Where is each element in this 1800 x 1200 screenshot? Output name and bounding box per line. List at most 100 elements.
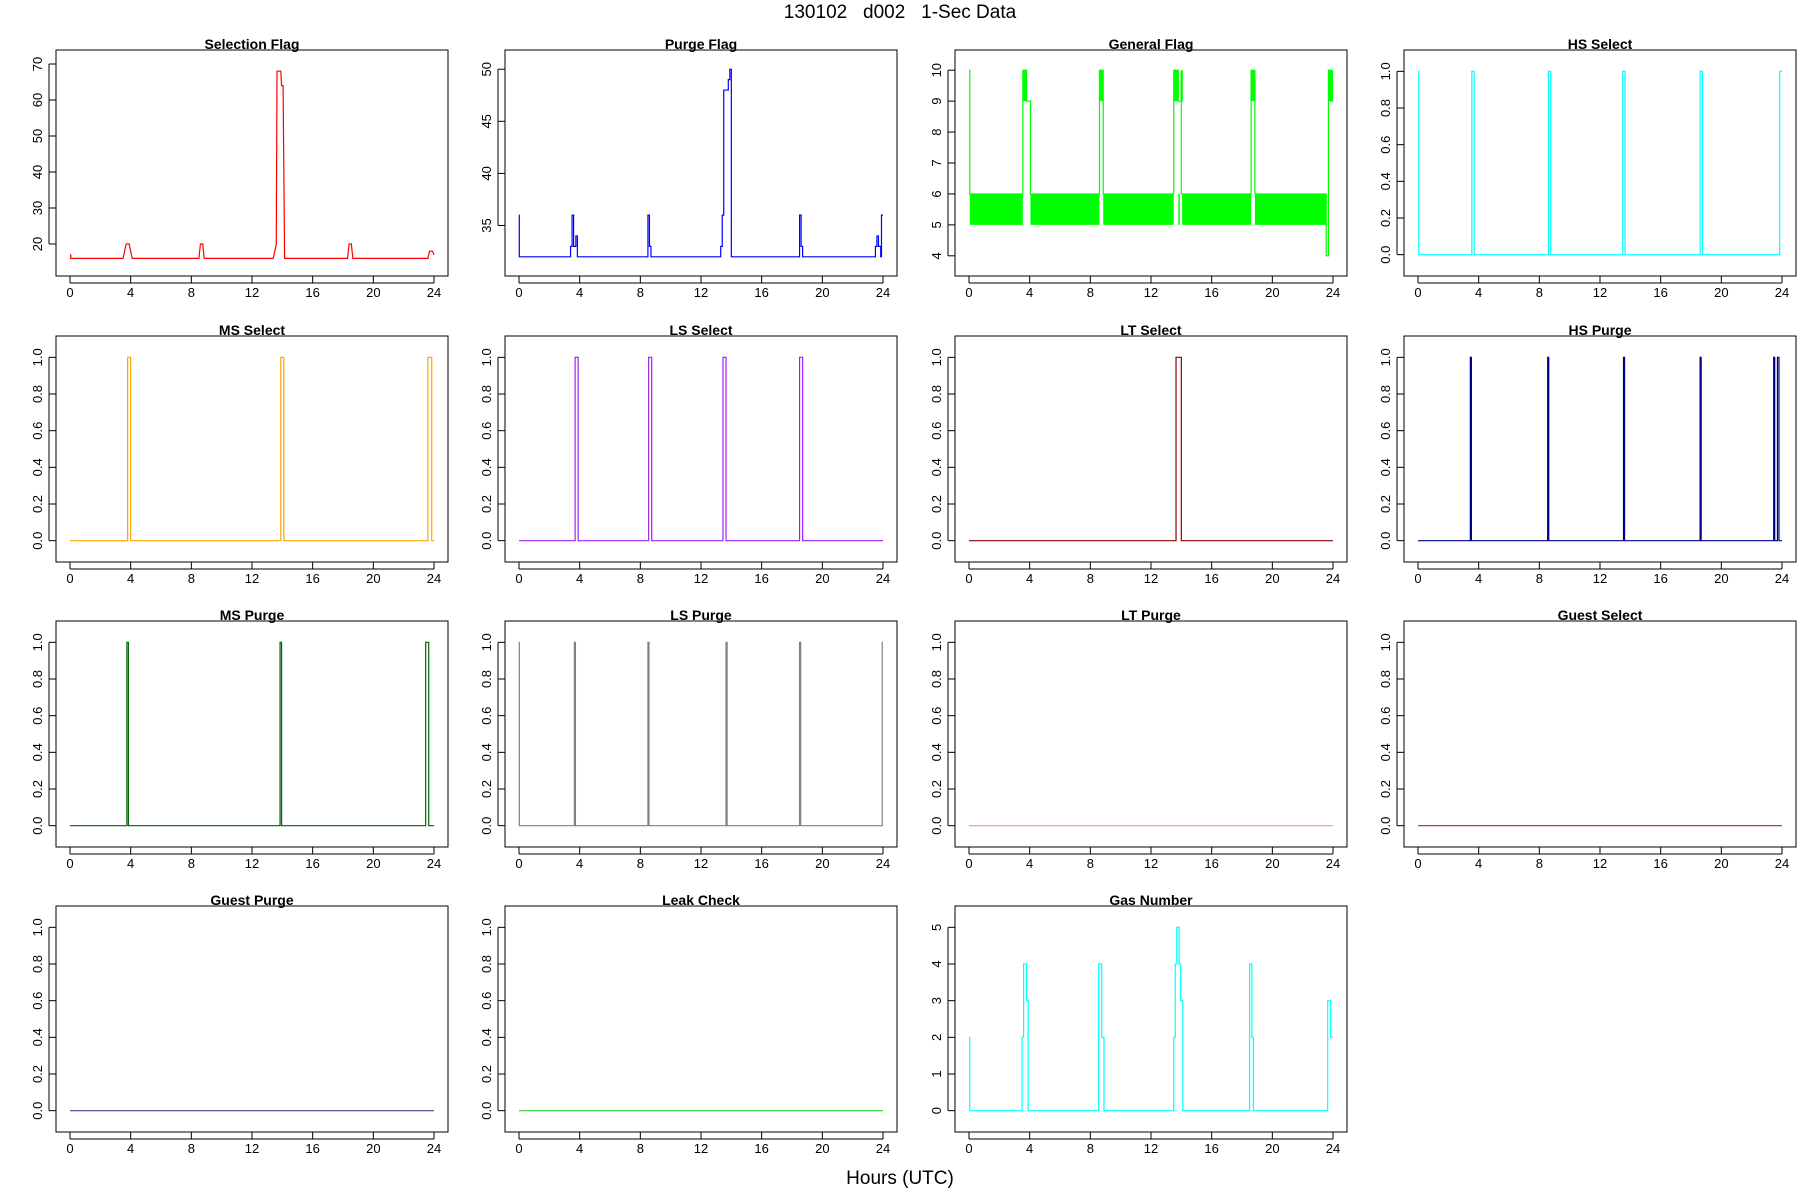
x-tick-label: 16 <box>754 571 768 586</box>
series-line <box>969 69 1333 257</box>
x-tick-label: 0 <box>965 856 972 871</box>
y-tick-label: 0.8 <box>929 385 944 403</box>
x-tick-label: 20 <box>1265 856 1279 871</box>
panel-hs-select: HS Select 0 4 8 12 16 20 24 0.0 0.2 0.4 0.6 0.8 1.0 <box>1378 36 1797 300</box>
plot-frame <box>504 905 898 1133</box>
y-tick-label: 50 <box>479 62 494 76</box>
data-band <box>1030 193 1100 225</box>
y-tick-label: 0.6 <box>1378 136 1393 154</box>
x-tick-label: 20 <box>815 1141 829 1156</box>
x-tick-label: 12 <box>245 571 259 586</box>
x-tick-label: 24 <box>427 571 441 586</box>
series-line <box>70 356 434 542</box>
x-tick-label: 4 <box>1475 856 1482 871</box>
y-tick-label: 5 <box>929 924 944 931</box>
plot-frame <box>55 905 449 1133</box>
x-tick-label: 0 <box>66 1141 73 1156</box>
x-tick-label: 0 <box>1414 856 1421 871</box>
x-tick-label: 24 <box>427 1141 441 1156</box>
series-line <box>969 926 1333 1112</box>
y-tick-label: 0.2 <box>1378 495 1393 513</box>
y-tick-label: 35 <box>479 218 494 232</box>
x-tick-label: 0 <box>515 1141 522 1156</box>
y-tick-label: 0.8 <box>30 670 45 688</box>
series-line <box>518 68 883 258</box>
x-tick-label: 0 <box>515 285 522 300</box>
x-tick-label: 16 <box>754 285 768 300</box>
x-tick-label: 0 <box>965 285 972 300</box>
y-tick-label: 0.8 <box>929 670 944 688</box>
panel-title: MS Select <box>219 322 285 338</box>
x-tick-label: 0 <box>515 571 522 586</box>
y-tick-label: 0.0 <box>1378 532 1393 550</box>
plot-frame <box>504 620 898 848</box>
panel-guest-purge: Guest Purge 0 4 8 12 16 20 24 0.0 0.2 0.4 0.6 0.8 1.0 <box>30 892 449 1156</box>
x-tick-label: 4 <box>127 571 134 586</box>
panel-title: LT Purge <box>1121 607 1181 623</box>
x-tick-label: 16 <box>1653 285 1667 300</box>
data-band <box>1103 193 1174 225</box>
x-tick-label: 16 <box>1204 1141 1218 1156</box>
plot-frame <box>954 620 1348 848</box>
y-tick-label: 0.4 <box>30 1028 45 1046</box>
x-tick-label: 24 <box>876 1141 890 1156</box>
panel-general-flag: General Flag 0 4 8 12 16 20 24 4 5 6 7 8 9 10 <box>929 36 1348 300</box>
panel-title: Leak Check <box>662 892 740 908</box>
panel-title: HS Select <box>1568 36 1633 52</box>
data-band <box>1022 70 1027 102</box>
x-tick-label: 4 <box>1026 1141 1033 1156</box>
x-tick-label: 16 <box>1204 856 1218 871</box>
y-tick-label: 0.2 <box>1378 780 1393 798</box>
x-tick-label: 8 <box>637 571 644 586</box>
y-tick-label: 0.6 <box>1378 707 1393 725</box>
y-tick-label: 0.0 <box>929 532 944 550</box>
x-tick-label: 4 <box>127 856 134 871</box>
y-tick-label: 0.2 <box>929 780 944 798</box>
x-tick-label: 20 <box>366 285 380 300</box>
x-tick-label: 16 <box>1653 571 1667 586</box>
x-tick-label: 12 <box>245 856 259 871</box>
x-tick-label: 4 <box>1026 856 1033 871</box>
x-tick-label: 4 <box>576 285 583 300</box>
data-band <box>1180 70 1183 102</box>
x-tick-label: 20 <box>1265 571 1279 586</box>
x-tick-label: 0 <box>965 1141 972 1156</box>
panel-ms-select: MS Select 0 4 8 12 16 20 24 0.0 0.2 0.4 0.6 0.8 1.0 <box>30 322 449 586</box>
x-tick-label: 8 <box>1536 571 1543 586</box>
series-line <box>1418 356 1782 542</box>
y-tick-label: 40 <box>479 166 494 180</box>
x-tick-label: 24 <box>1326 1141 1340 1156</box>
x-tick-label: 24 <box>427 856 441 871</box>
x-tick-label: 20 <box>366 856 380 871</box>
x-tick-label: 16 <box>754 856 768 871</box>
y-tick-label: 0.6 <box>929 422 944 440</box>
y-tick-label: 1.0 <box>30 633 45 651</box>
y-tick-label: 0.8 <box>479 955 494 973</box>
x-tick-label: 24 <box>876 285 890 300</box>
y-tick-label: 0.4 <box>1378 458 1393 476</box>
x-tick-label: 8 <box>188 285 195 300</box>
x-tick-label: 20 <box>1714 285 1728 300</box>
x-tick-label: 12 <box>1144 856 1158 871</box>
x-tick-label: 0 <box>66 856 73 871</box>
plot-frame <box>55 620 449 848</box>
x-tick-label: 4 <box>576 1141 583 1156</box>
y-tick-label: 0.8 <box>1378 670 1393 688</box>
y-tick-label: 1.0 <box>929 348 944 366</box>
x-tick-label: 0 <box>1414 571 1421 586</box>
x-tick-label: 0 <box>515 856 522 871</box>
x-tick-label: 12 <box>694 571 708 586</box>
plot-frame <box>55 49 449 277</box>
x-tick-label: 8 <box>188 856 195 871</box>
y-tick-label: 0.6 <box>479 992 494 1010</box>
plot-frame <box>954 335 1348 563</box>
y-tick-label: 0.0 <box>30 1102 45 1120</box>
series-line <box>969 356 1333 542</box>
y-tick-label: 0.6 <box>1378 422 1393 440</box>
y-tick-label: 0.0 <box>30 817 45 835</box>
data-band <box>969 193 1023 225</box>
y-tick-label: 0.0 <box>30 532 45 550</box>
y-tick-label: 0.2 <box>30 1065 45 1083</box>
